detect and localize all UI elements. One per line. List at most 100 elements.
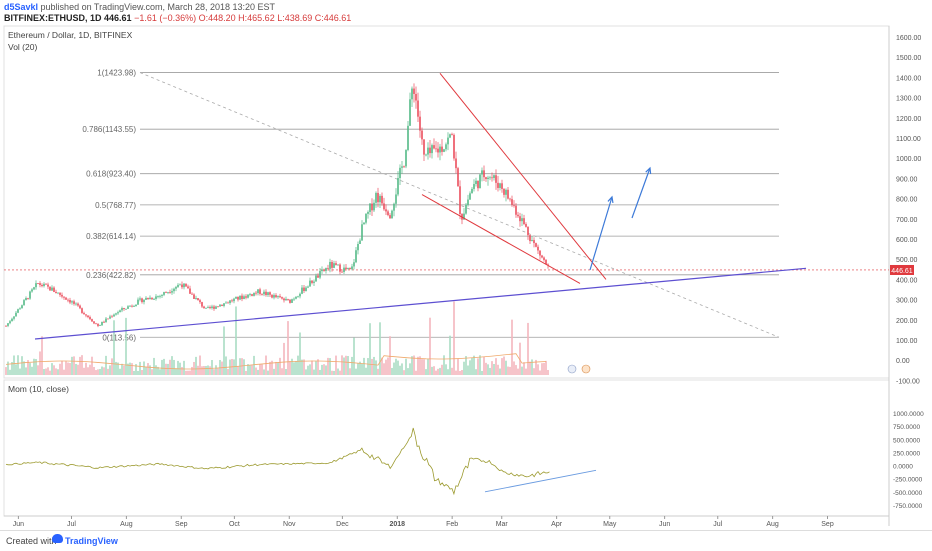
volume-bar <box>79 356 81 375</box>
candle-body <box>347 267 349 270</box>
volume-bar <box>253 355 255 375</box>
candle-body <box>197 298 199 301</box>
candle-body <box>179 284 181 286</box>
volume-bar <box>303 359 305 375</box>
candle-body <box>415 93 417 101</box>
volume-bar <box>283 342 285 375</box>
volume-bar <box>401 363 403 375</box>
volume-bar <box>223 326 225 375</box>
candle-body <box>99 325 101 326</box>
volume-bar <box>341 355 343 375</box>
volume-bar <box>115 361 117 375</box>
candle-body <box>491 177 493 179</box>
candle-body <box>291 299 293 303</box>
tradingview-brand[interactable]: TradingView <box>65 536 118 546</box>
candle-body <box>425 154 427 156</box>
volume-bar <box>361 363 363 375</box>
candle-body <box>397 178 399 195</box>
volume-bar <box>417 356 419 375</box>
volume-bar <box>529 361 531 375</box>
candle-body <box>125 308 127 310</box>
volume-bar <box>139 361 141 375</box>
candle-body <box>465 204 467 214</box>
candle-body <box>205 307 207 309</box>
volume-bar <box>267 370 269 375</box>
volume-bar <box>311 360 313 375</box>
volume-bar <box>297 355 299 375</box>
volume-bar <box>151 369 153 375</box>
volume-bar <box>323 364 325 375</box>
volume-bar <box>375 360 377 375</box>
volume-bar <box>17 355 19 375</box>
x-axis-tick-label: May <box>603 521 617 528</box>
candle-body <box>545 259 547 265</box>
candle-body <box>295 296 297 299</box>
volume-bar <box>191 366 193 375</box>
candle-body <box>45 283 47 285</box>
candle-body <box>133 306 135 307</box>
volume-bar <box>127 363 129 375</box>
volume-bar <box>367 358 369 375</box>
volume-bar <box>289 361 291 375</box>
candle-body <box>379 195 381 203</box>
candle-body <box>339 264 341 272</box>
candle-body <box>423 139 425 155</box>
x-axis-tick-label: Jun <box>659 521 670 528</box>
candle-body <box>71 301 73 303</box>
volume-bar <box>47 367 49 375</box>
volume-bar <box>387 357 389 375</box>
volume-bar <box>517 368 519 375</box>
candle-body <box>169 292 171 293</box>
candle-body <box>391 210 393 219</box>
volume-bar <box>343 357 345 375</box>
volume-bar <box>279 357 281 375</box>
candle-body <box>529 235 531 242</box>
volume-bar <box>71 356 73 375</box>
candle-body <box>49 286 51 291</box>
author-name[interactable]: d5Savkl <box>4 2 39 12</box>
tradingview-logo[interactable] <box>52 533 114 547</box>
event-marker-earnings[interactable] <box>581 364 591 374</box>
candle-body <box>203 306 205 309</box>
candle-body <box>475 180 477 185</box>
volume-bar <box>195 356 197 375</box>
candle-body <box>195 298 197 299</box>
candle-body <box>191 293 193 295</box>
candle-body <box>183 283 185 288</box>
candle-body <box>135 304 137 307</box>
x-axis-tick-label: Dec <box>336 521 349 528</box>
candle-body <box>413 88 415 94</box>
candle-body <box>17 309 19 313</box>
fib-level-label: 0.786(1143.55) <box>82 125 136 134</box>
volume-bar <box>471 357 473 375</box>
momentum-axis-tick: 750.0000 <box>893 424 920 431</box>
volume-bar <box>373 356 375 375</box>
volume-bar <box>539 370 541 375</box>
volume-bar <box>317 359 319 375</box>
chart-canvas[interactable]: 1(1423.98) 0.786(1143.55) 0.618(923.40) 0.5… <box>0 0 932 530</box>
volume-bar <box>197 365 199 375</box>
volume-bar <box>533 368 535 375</box>
candle-body <box>267 292 269 296</box>
symbol-ohlc: O:448.20 H:465.62 L:438.69 C:446.61 <box>198 13 352 23</box>
price-axis-tick: 700.00 <box>896 217 918 224</box>
volume-bar <box>181 367 183 375</box>
symbol-name: BITFINEX:ETHUSD, 1D <box>4 13 102 23</box>
event-marker-flag[interactable] <box>567 364 577 374</box>
fib-level-label: 0.618(923.40) <box>86 170 136 179</box>
candle-body <box>433 145 435 149</box>
candle-body <box>281 297 283 299</box>
volume-bar <box>97 369 99 375</box>
volume-bar <box>159 369 161 375</box>
candle-body <box>241 295 243 300</box>
volume-bar <box>523 362 525 375</box>
volume-bar <box>413 355 415 375</box>
volume-bar <box>43 368 45 375</box>
volume-bar <box>169 359 171 375</box>
candle-body <box>187 286 189 289</box>
volume-bar <box>101 366 103 375</box>
candle-body <box>57 292 59 294</box>
candle-body <box>129 305 131 307</box>
x-axis-tick-label: Apr <box>551 521 563 528</box>
price-axis-tick: 500.00 <box>896 257 918 264</box>
